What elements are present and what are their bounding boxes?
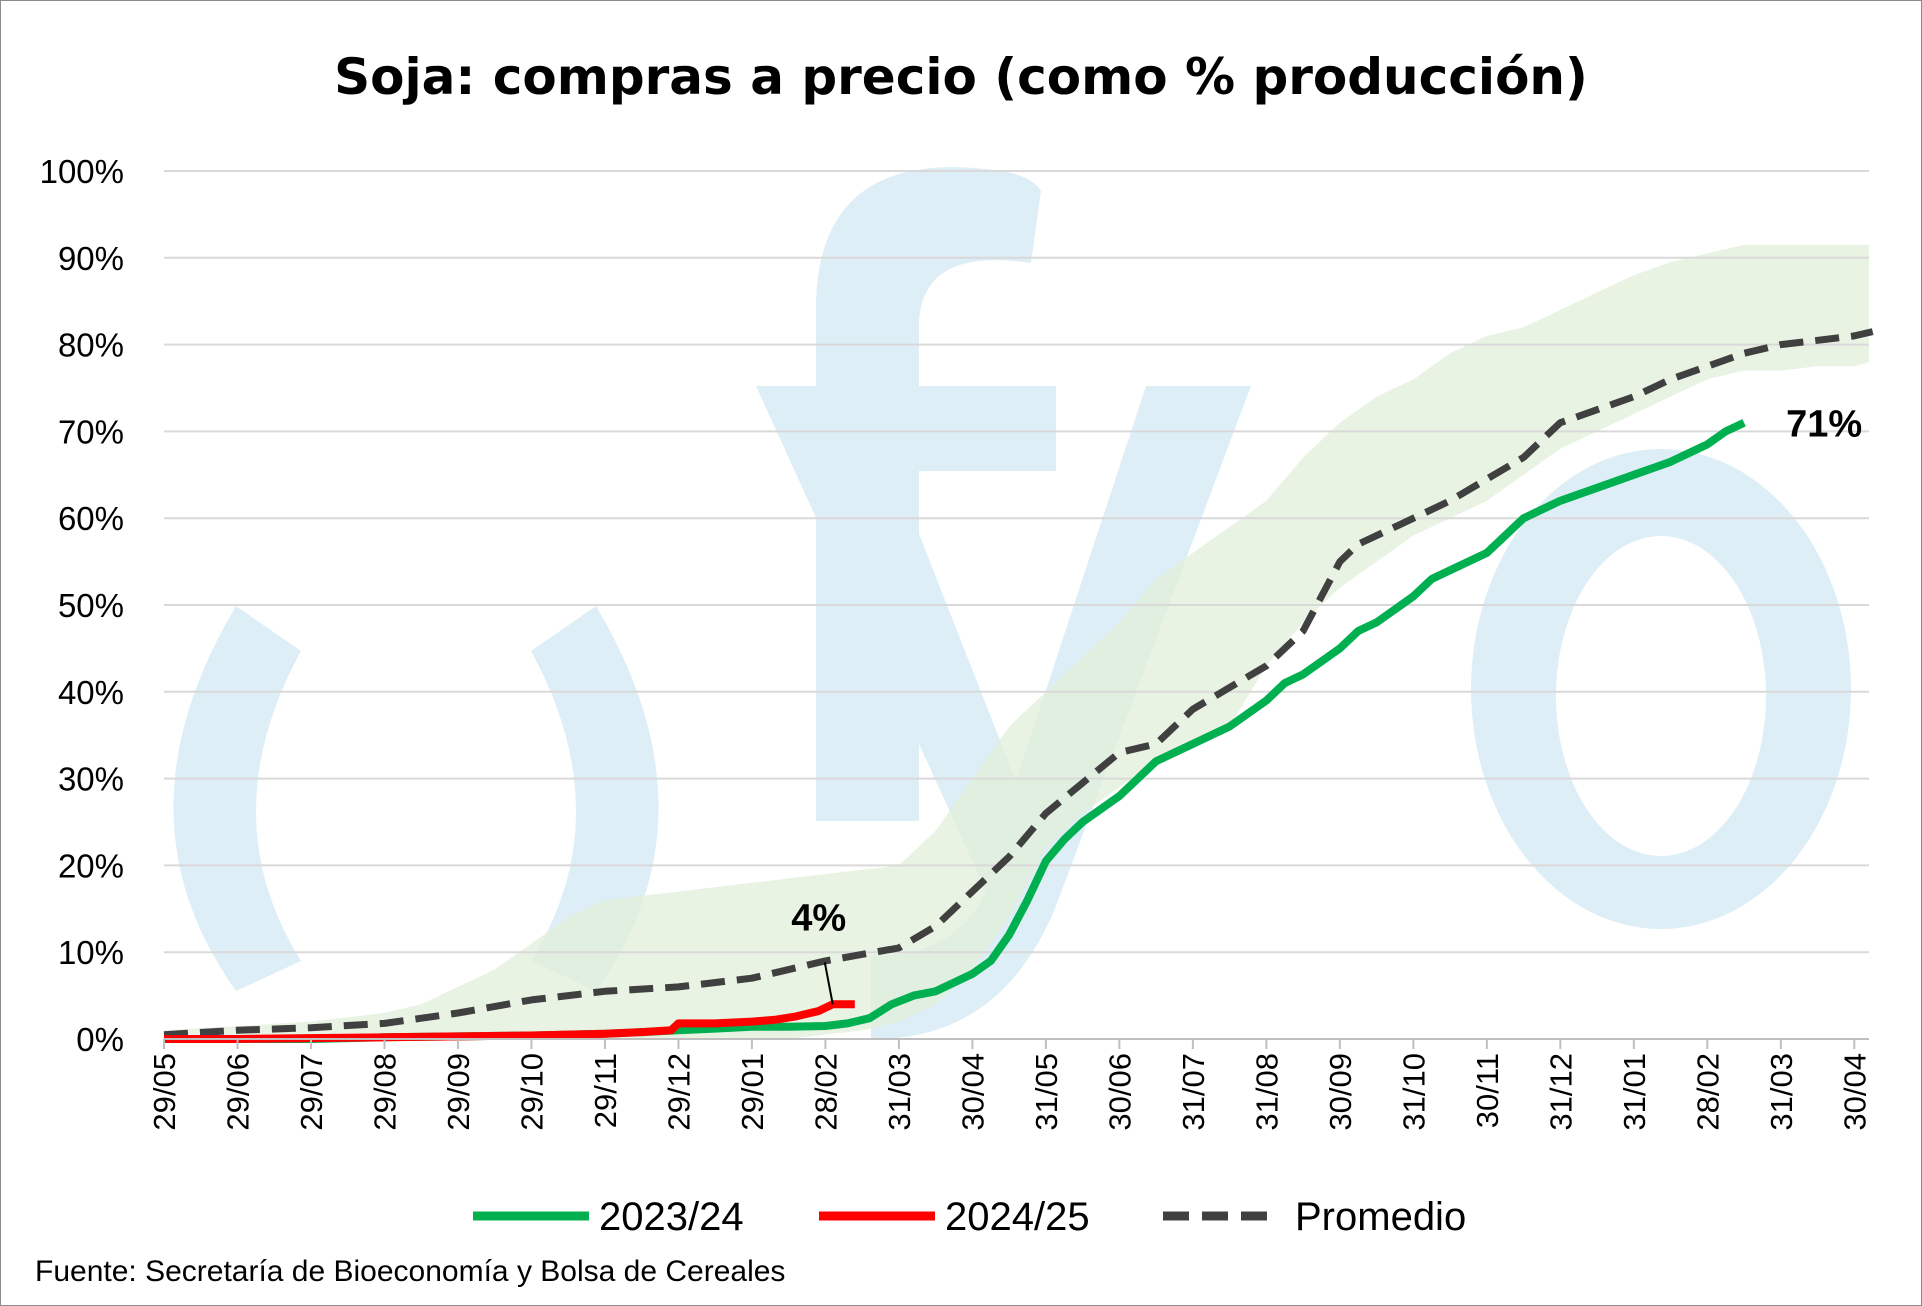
watermark-letter-f [816, 167, 1056, 822]
x-tick-label: 31/03 [882, 1053, 917, 1131]
gridlines [164, 170, 1869, 1040]
range-band [164, 244, 1869, 1039]
x-tick-label: 29/12 [661, 1053, 696, 1131]
series-line-promedio [163, 328, 1874, 1039]
x-tick-label: 28/02 [808, 1053, 843, 1131]
x-tick-label: 31/10 [1396, 1053, 1431, 1131]
watermark-arc-right [531, 606, 659, 991]
x-tick-label: 28/02 [1690, 1053, 1725, 1131]
x-tick-label: 30/04 [955, 1053, 990, 1131]
chart-title: Soja: compras a precio (como % producció… [334, 48, 1588, 106]
y-tick-label: 30% [58, 761, 124, 798]
x-tick-label: 31/01 [1617, 1053, 1652, 1131]
x-tick-label: 30/09 [1323, 1053, 1358, 1131]
series-layer [163, 328, 1874, 1043]
series-line-2024-25 [164, 1000, 855, 1043]
y-tick-label: 100% [40, 153, 124, 190]
y-tick-label: 90% [58, 240, 124, 277]
x-tick-label: 31/12 [1543, 1053, 1578, 1131]
annotations: 4% 71% [791, 404, 1862, 1005]
legend-label-promedio: Promedio [1295, 1195, 1466, 1239]
watermark-arc-left [173, 606, 301, 991]
y-tick-label: 50% [58, 587, 124, 624]
x-tick-label: 31/03 [1764, 1053, 1799, 1131]
watermark-letter-o [1471, 449, 1851, 929]
y-tick-label: 20% [58, 847, 124, 884]
watermark-letter-y [756, 386, 1251, 1040]
x-tick-label: 29/07 [294, 1053, 329, 1131]
x-tick-label: 29/11 [588, 1053, 623, 1128]
x-tick-label: 29/01 [735, 1053, 770, 1131]
y-tick-label: 60% [58, 500, 124, 537]
annotation-leader-4pct [823, 962, 834, 1005]
y-tick-label: 0% [76, 1021, 124, 1058]
x-tick-label: 30/04 [1837, 1053, 1872, 1131]
legend: 2023/24 2024/25 Promedio [473, 1195, 1466, 1239]
x-tick-label: 29/09 [441, 1053, 476, 1131]
y-tick-label: 40% [58, 674, 124, 711]
range-band-layer [164, 244, 1869, 1039]
x-tick-label: 31/08 [1249, 1053, 1284, 1131]
annotation-2024-25-last: 4% [791, 897, 846, 939]
y-tick-label: 10% [58, 934, 124, 971]
x-tick-label: 31/07 [1176, 1053, 1211, 1131]
x-tick-label: 29/05 [147, 1053, 182, 1131]
legend-label-2024-25: 2024/25 [945, 1195, 1090, 1239]
fyo-watermark-logo [173, 167, 1851, 1040]
annotation-2023-24-last: 71% [1786, 404, 1862, 446]
y-tick-label: 80% [58, 327, 124, 364]
x-tick-label: 31/05 [1029, 1053, 1064, 1131]
x-tick-label: 30/11 [1470, 1053, 1505, 1128]
source-note: Fuente: Secretaría de Bioeconomía y Bols… [35, 1255, 785, 1288]
series-line-2023-24 [164, 419, 1746, 1043]
y-axis-ticks: 0% 10% 20% 30% 40% 50% 60% 70% 80% 90% 100% [40, 153, 124, 1058]
x-tick-label: 29/08 [367, 1053, 402, 1131]
x-tick-label: 29/10 [514, 1053, 549, 1131]
x-axis-ticks: 29/05 29/06 29/07 29/08 29/09 29/10 29/11 29/12… [147, 1038, 1872, 1131]
y-tick-label: 70% [58, 413, 124, 450]
x-tick-label: 30/06 [1102, 1053, 1137, 1131]
legend-label-2023-24: 2023/24 [599, 1195, 744, 1239]
x-tick-label: 29/06 [220, 1053, 255, 1131]
